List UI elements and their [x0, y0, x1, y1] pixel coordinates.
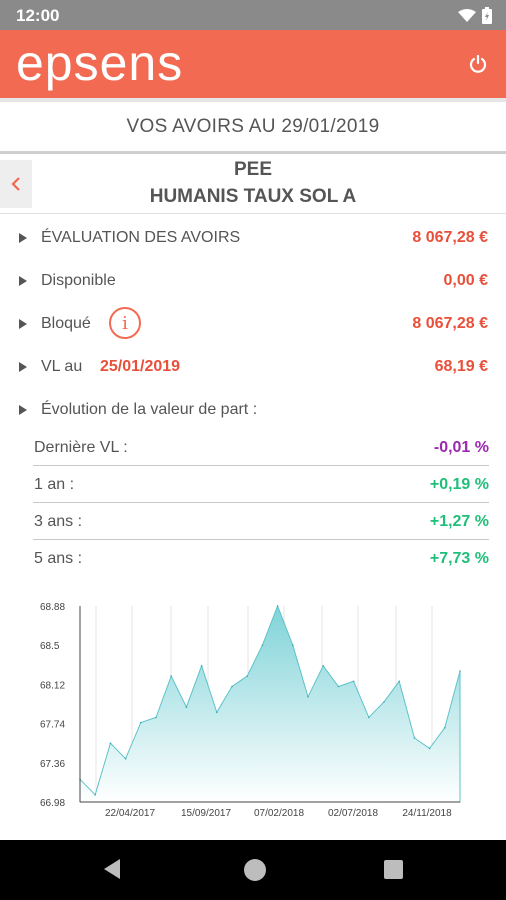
data-point — [383, 701, 385, 703]
disponible-label: Disponible — [41, 272, 116, 289]
evaluation-row[interactable]: ÉVALUATION DES AVOIRS 8 067,28 € — [0, 224, 506, 254]
data-point — [322, 665, 325, 667]
data-point — [109, 742, 112, 744]
disponible-row[interactable]: Disponible 0,00 € — [0, 267, 506, 297]
data-point — [140, 721, 142, 724]
perf-row-5-ans: 5 ans : +7,73 % — [33, 540, 489, 577]
perf-value: +1,27 % — [429, 513, 489, 530]
perf-row-1-an: 1 an : +0,19 % — [33, 466, 489, 503]
vl-label: VL au — [41, 358, 83, 375]
chevron-left-icon — [11, 177, 20, 191]
wifi-icon — [458, 8, 476, 22]
perf-value: +7,73 % — [429, 550, 489, 567]
status-icons — [458, 7, 492, 24]
bloque-value: 8 067,28 € — [412, 315, 488, 332]
data-point — [200, 665, 203, 667]
fund-type: PEE — [233, 159, 273, 180]
bloque-row[interactable]: Bloqué i 8 067,28 € — [0, 307, 506, 340]
y-tick-label: 68.12 — [40, 680, 65, 691]
evolution-row[interactable]: Évolution de la valeur de part : — [0, 396, 506, 426]
bloque-label: Bloqué — [41, 315, 91, 332]
holdings-date-bar: VOS AVOIRS AU 29/01/2019 — [0, 98, 506, 154]
nav-history-chart: 68.88 68.5 68.12 67.74 67.36 66.98 22/04/2017 1… — [30, 590, 470, 830]
fund-header: PEE HUMANIS TAUX SOL A — [0, 154, 506, 214]
data-point — [124, 757, 127, 760]
nav-history-chart-svg: 68.88 68.5 68.12 67.74 67.36 66.98 22/04/2017 1… — [40, 602, 461, 819]
evaluation-label: ÉVALUATION DES AVOIRS — [41, 229, 241, 246]
perf-value: -0,01 % — [433, 439, 489, 456]
vl-row[interactable]: VL au 25/01/2019 68,19 € — [0, 353, 506, 383]
data-point — [352, 680, 355, 683]
x-tick-label: 07/02/2018 — [254, 808, 304, 819]
x-tick-label: 02/07/2018 — [328, 808, 378, 819]
y-tick-label: 66.98 — [40, 798, 65, 809]
nav-recent-apps-icon[interactable] — [384, 860, 403, 879]
perf-label: 5 ans : — [34, 550, 83, 567]
app-logo: epsens — [16, 35, 184, 91]
evaluation-value: 8 067,28 € — [412, 229, 488, 246]
y-tick-label: 67.74 — [40, 720, 65, 731]
x-tick-label: 22/04/2017 — [105, 808, 155, 819]
y-tick-label: 68.5 — [40, 641, 60, 652]
power-button[interactable] — [462, 48, 494, 80]
perf-value: +0,19 % — [429, 476, 489, 493]
data-point — [170, 675, 172, 677]
data-point — [155, 716, 157, 719]
data-point — [428, 747, 431, 750]
fund-name: HUMANIS TAUX SOL A — [149, 186, 357, 207]
evolution-label: Évolution de la valeur de part : — [41, 401, 258, 418]
data-point — [185, 706, 188, 708]
perf-row-derniere: Dernière VL : -0,01 % — [33, 429, 489, 466]
data-point — [459, 670, 461, 672]
expand-triangle-icon — [19, 276, 27, 286]
data-point — [337, 685, 340, 688]
y-tick-label: 67.36 — [40, 759, 65, 770]
data-point — [444, 726, 446, 729]
data-point — [216, 711, 218, 714]
data-point — [368, 716, 370, 719]
info-icon[interactable]: i — [109, 307, 141, 339]
data-point — [246, 675, 248, 677]
app-header: epsens — [0, 30, 506, 98]
data-point — [398, 680, 401, 683]
android-nav-bar — [0, 840, 506, 900]
x-tick-label: 24/11/2018 — [402, 808, 452, 819]
battery-icon — [482, 7, 492, 24]
data-point — [307, 696, 309, 698]
expand-triangle-icon — [19, 362, 27, 372]
x-tick-label: 15/09/2017 — [181, 808, 231, 819]
data-point — [276, 605, 279, 607]
nav-back-icon[interactable] — [102, 858, 122, 880]
vl-value: 68,19 € — [434, 358, 488, 375]
perf-label: 1 an : — [34, 476, 75, 493]
data-point — [94, 794, 96, 796]
data-point — [292, 644, 294, 646]
expand-triangle-icon — [19, 233, 27, 243]
data-point — [413, 737, 416, 739]
status-bar: 12:00 — [0, 0, 506, 30]
power-icon — [469, 55, 487, 73]
holdings-date-title: VOS AVOIRS AU 29/01/2019 — [126, 115, 380, 137]
expand-triangle-icon — [19, 405, 27, 415]
y-tick-label: 68.88 — [40, 602, 65, 613]
back-button[interactable] — [0, 160, 32, 208]
perf-row-3-ans: 3 ans : +1,27 % — [33, 503, 489, 540]
area-series — [79, 604, 461, 803]
status-time: 12:00 — [16, 6, 60, 25]
vl-date: 25/01/2019 — [100, 358, 181, 375]
nav-home-icon[interactable] — [244, 859, 266, 881]
perf-label: Dernière VL : — [34, 439, 128, 456]
data-point — [261, 644, 264, 646]
perf-label: 3 ans : — [34, 513, 83, 530]
data-point — [231, 685, 233, 688]
expand-triangle-icon — [19, 319, 27, 329]
disponible-value: 0,00 € — [443, 272, 488, 289]
